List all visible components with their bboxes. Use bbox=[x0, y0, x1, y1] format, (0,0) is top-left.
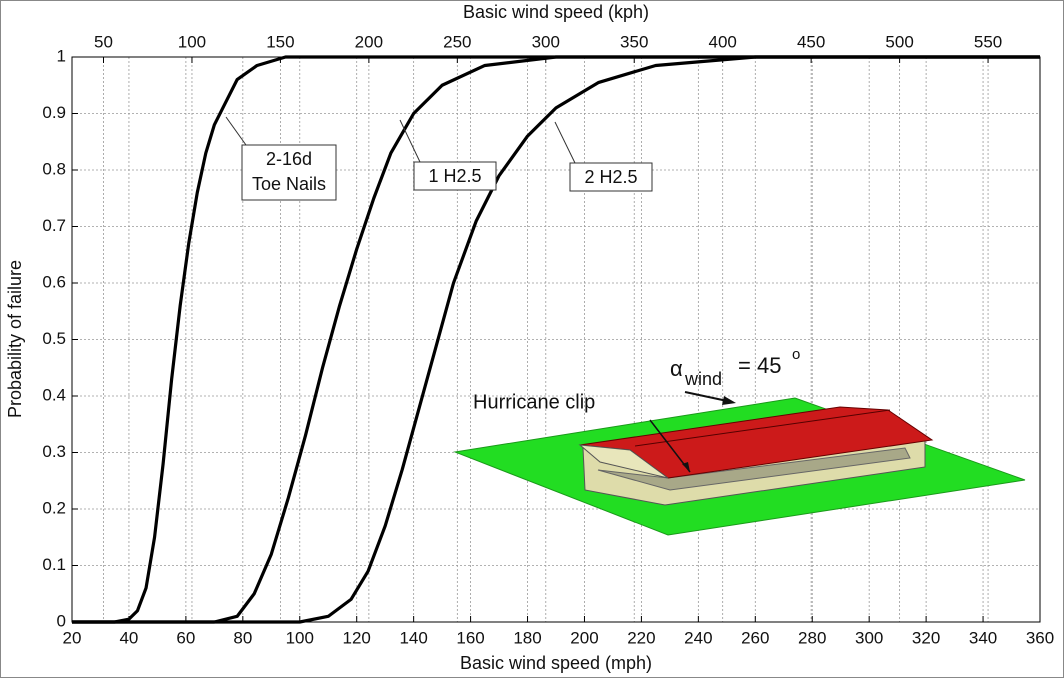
y-tick-label: 1 bbox=[57, 46, 66, 65]
wall-opening bbox=[597, 447, 911, 491]
y-tick-label: 0.4 bbox=[42, 385, 66, 404]
x-tick-label: 200 bbox=[570, 628, 598, 647]
label: 1 H2.5 bbox=[428, 166, 481, 186]
roof-inset: Hurricane clip α wind = 45 o bbox=[453, 346, 1026, 536]
x-tick-label: 60 bbox=[176, 628, 195, 647]
label: Toe Nails bbox=[252, 174, 326, 194]
x-tick-label: 40 bbox=[119, 628, 138, 647]
x2-tick-label: 500 bbox=[885, 32, 913, 51]
x-axis-label: Basic wind speed (mph) bbox=[460, 653, 652, 673]
degree: o bbox=[792, 346, 800, 363]
x-tick-label: 240 bbox=[684, 628, 712, 647]
y-tick-label: 0.5 bbox=[42, 329, 66, 348]
x-tick-label: 340 bbox=[969, 628, 997, 647]
x2-tick-label: 200 bbox=[355, 32, 383, 51]
x2-tick-label: 550 bbox=[974, 32, 1002, 51]
plot-frame bbox=[71, 56, 1041, 623]
x-tick-label: 360 bbox=[1026, 628, 1054, 647]
x2-tick-label: 300 bbox=[532, 32, 560, 51]
alpha-sub: wind bbox=[684, 369, 722, 389]
y-axis-label: Probability of failure bbox=[5, 260, 25, 418]
x-tick-label: 220 bbox=[627, 628, 655, 647]
arrow-head bbox=[722, 396, 736, 405]
curve: 2-16d Toe Nails bbox=[72, 55, 1040, 624]
curve: 2 H2.5 bbox=[72, 55, 1040, 624]
y-tick-label: 0.7 bbox=[42, 216, 66, 235]
ridge bbox=[634, 409, 891, 447]
x-tick-label: 180 bbox=[513, 628, 541, 647]
pointer bbox=[225, 116, 247, 146]
x2-tick-label: 100 bbox=[178, 32, 206, 51]
x-tick-label: 300 bbox=[855, 628, 883, 647]
y-tick-label: 0.2 bbox=[42, 498, 66, 517]
gable bbox=[578, 444, 669, 479]
x-tick-label: 140 bbox=[399, 628, 427, 647]
annotation-3: 2 H2.5 bbox=[554, 121, 653, 192]
x2-axis-label: Basic wind speed (kph) bbox=[463, 2, 649, 22]
x-tick-label: 100 bbox=[286, 628, 314, 647]
label: 2 H2.5 bbox=[584, 167, 637, 187]
x2-tick-label: 400 bbox=[709, 32, 737, 51]
clip-arrow bbox=[649, 419, 691, 473]
arrow-head bbox=[682, 462, 690, 472]
x-tick-label: 280 bbox=[798, 628, 826, 647]
x2-tick-label: 250 bbox=[443, 32, 471, 51]
y-tick-label: 0.1 bbox=[42, 555, 66, 574]
x2-tick-label: 150 bbox=[266, 32, 294, 51]
x2-tick-label: 50 bbox=[94, 32, 113, 51]
x2-tick-label: 350 bbox=[620, 32, 648, 51]
label-box bbox=[241, 144, 337, 201]
label: 2-16d bbox=[266, 149, 312, 169]
pointer bbox=[554, 121, 576, 164]
x-tick-label: 320 bbox=[912, 628, 940, 647]
annotation-2: 1 H2.5 bbox=[399, 119, 497, 191]
annotation-1: 2-16d Toe Nails bbox=[225, 116, 337, 201]
x2-tick-label: 450 bbox=[797, 32, 825, 51]
x-tick-label: 80 bbox=[233, 628, 252, 647]
x-tick-label: 160 bbox=[456, 628, 484, 647]
y-tick-label: 0.6 bbox=[42, 272, 66, 291]
y-tick-label: 0.9 bbox=[42, 103, 66, 122]
alpha: α bbox=[670, 356, 683, 381]
angle: = 45 bbox=[738, 353, 781, 378]
y-tick-label: 0.3 bbox=[42, 442, 66, 461]
y-tick-label: 0.8 bbox=[42, 159, 66, 178]
y-tick-label: 0 bbox=[57, 611, 66, 630]
clip-label: Hurricane clip bbox=[473, 391, 595, 413]
x-tick-label: 20 bbox=[63, 628, 82, 647]
pointer bbox=[399, 119, 421, 163]
curve: 1 H2.5 bbox=[72, 55, 1040, 624]
x-tick-label: 120 bbox=[343, 628, 371, 647]
label-box bbox=[413, 161, 497, 191]
x-tick-label: 260 bbox=[741, 628, 769, 647]
label-box bbox=[569, 162, 653, 192]
